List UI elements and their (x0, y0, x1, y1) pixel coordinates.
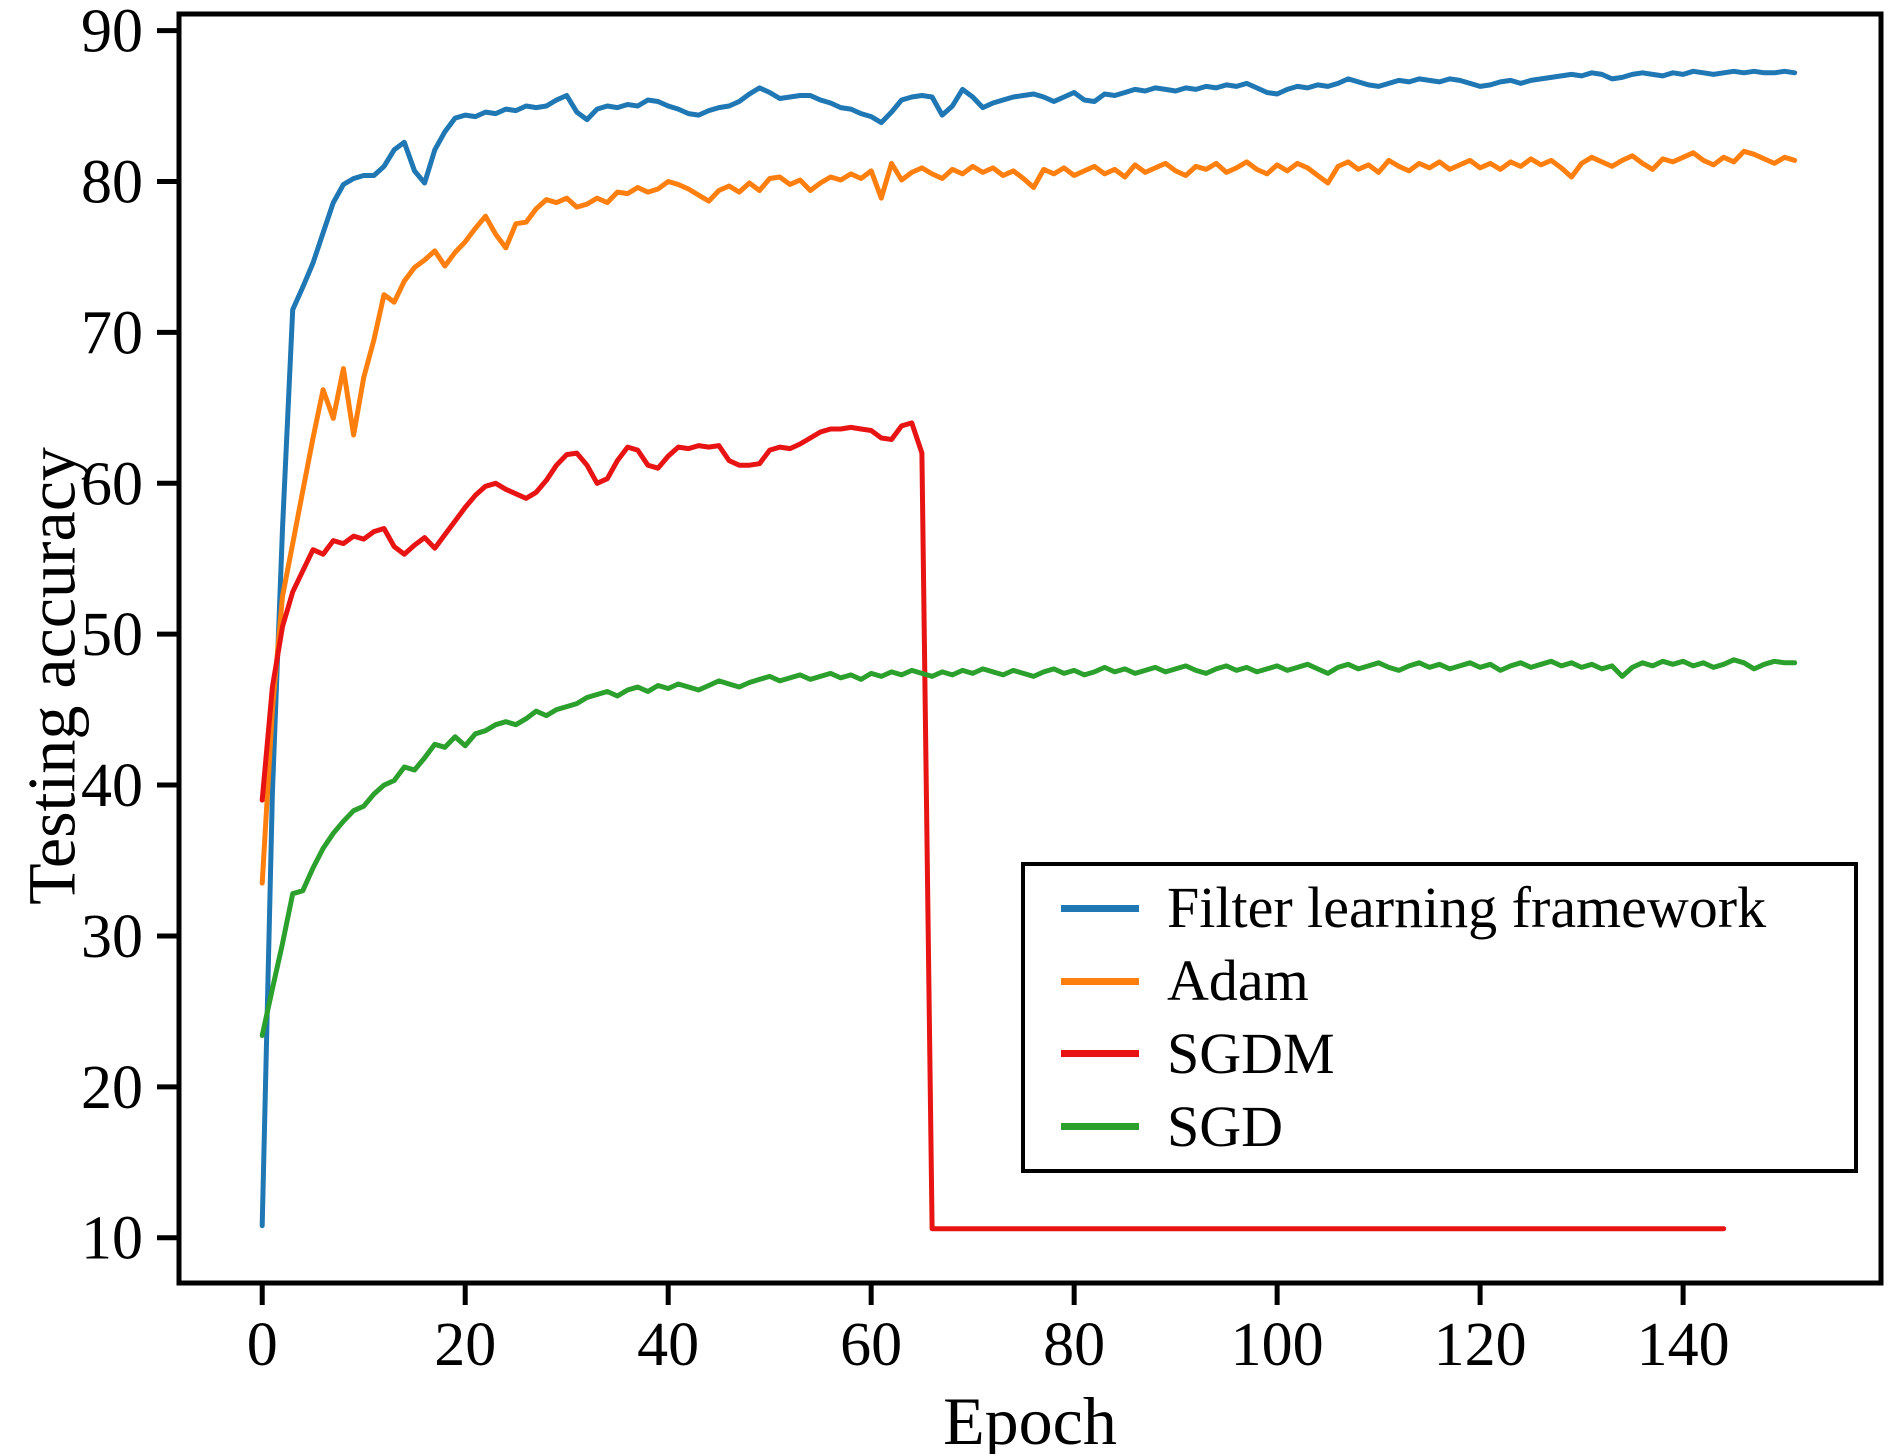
y-tick-label: 90 (81, 0, 143, 66)
legend-item-label: Filter learning framework (1167, 875, 1767, 941)
x-tick-label: 120 (1434, 1311, 1527, 1379)
legend-item-label: SGDM (1167, 1020, 1335, 1086)
legend-line-sample-icon (1061, 1050, 1139, 1058)
legend-item-label: SGD (1167, 1093, 1284, 1159)
y-tick-label: 60 (81, 450, 143, 518)
x-tick-label: 40 (637, 1311, 699, 1379)
y-tick-label: 30 (81, 903, 143, 971)
legend-line-sample-icon (1061, 977, 1139, 985)
legend-item-filter-learning-framework: Filter learning framework (1025, 872, 1854, 945)
y-tick-label: 80 (81, 148, 143, 216)
legend-item-label: Adam (1167, 948, 1309, 1014)
x-axis-label: Epoch (943, 1383, 1117, 1454)
y-axis-label: Testing accuracy (13, 447, 90, 905)
y-tick-label: 40 (81, 752, 143, 820)
legend-line-sample-icon (1061, 904, 1139, 912)
series-line-filter-learning-framework (259, 68, 1798, 1229)
plot-frame (176, 11, 1884, 1286)
legend-item-adam: Adam (1025, 945, 1854, 1018)
x-tick-label: 20 (434, 1311, 496, 1379)
legend-item-sgdm: SGDM (1025, 1018, 1854, 1091)
x-tick-label: 140 (1637, 1311, 1730, 1379)
x-tick-label: 0 (247, 1311, 278, 1379)
x-tick-label: 100 (1231, 1311, 1324, 1379)
series-line-sgd (259, 657, 1798, 1038)
x-tick-label: 60 (840, 1311, 902, 1379)
series-line-sgdm (259, 420, 1727, 1232)
legend: Filter learning framework Adam SGDM SGD (1021, 862, 1858, 1173)
y-tick-label: 70 (81, 299, 143, 367)
legend-line-sample-icon (1061, 1123, 1139, 1131)
y-tick-label: 20 (81, 1054, 143, 1122)
y-tick-label: 50 (81, 601, 143, 669)
y-tick-label: 10 (81, 1205, 143, 1273)
x-tick-label: 80 (1043, 1311, 1105, 1379)
series-line-adam (259, 148, 1798, 886)
legend-item-sgd: SGD (1025, 1090, 1854, 1163)
